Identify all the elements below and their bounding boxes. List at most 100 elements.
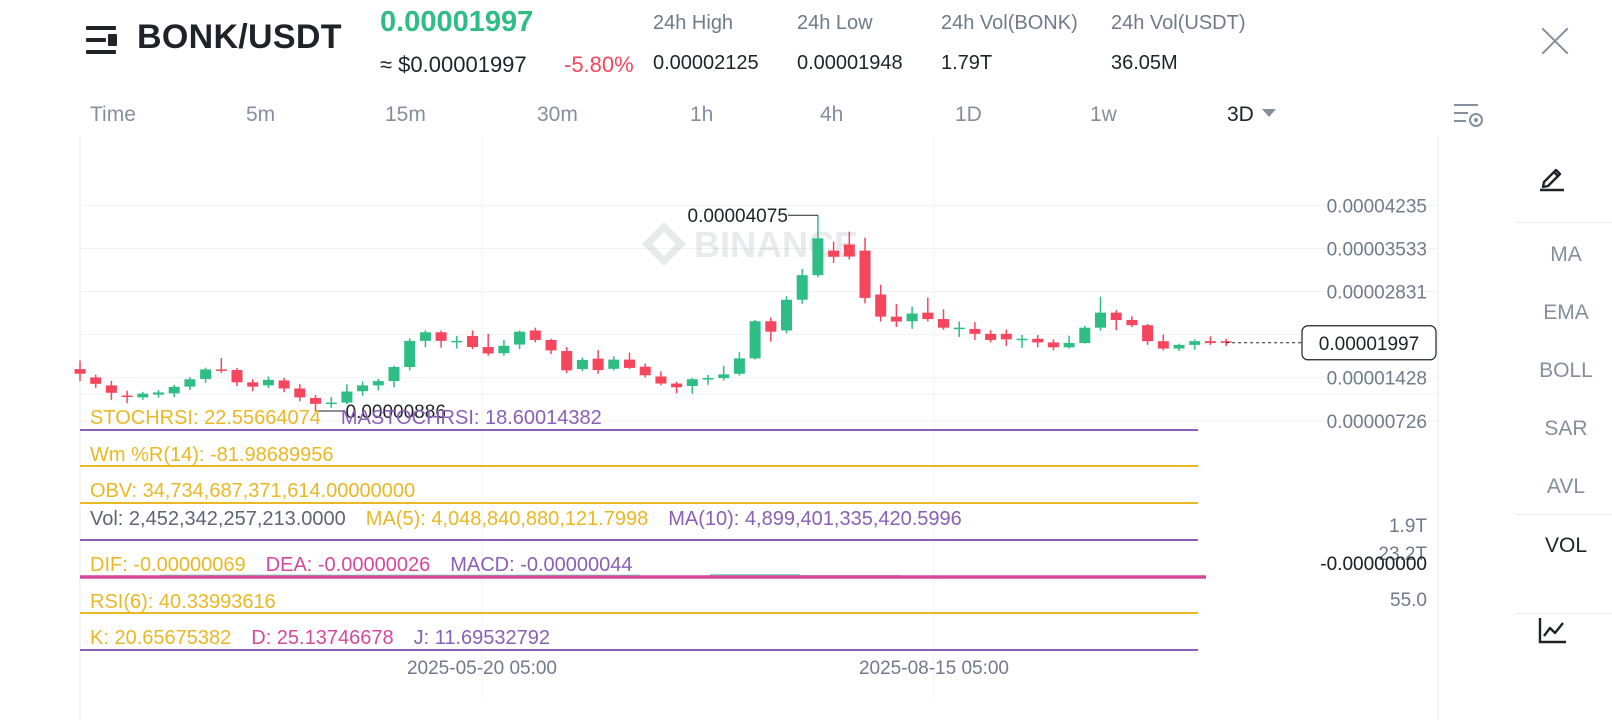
y-tick-label: 0.00001428 bbox=[1327, 369, 1427, 390]
candle-body bbox=[843, 244, 855, 257]
tab-30m[interactable]: 30m bbox=[537, 103, 578, 126]
candle-body bbox=[781, 299, 792, 331]
sidebar-item-avl[interactable]: AVL bbox=[1546, 475, 1586, 498]
indicator-value-vol: Vol: 2,452,342,257,213.0000 bbox=[90, 508, 346, 530]
candle-body bbox=[1000, 333, 1012, 340]
indicator-value-macd: MACD: -0.00000044 bbox=[450, 554, 632, 576]
stat-24h-vol-base: 24h Vol(BONK) 1.79T bbox=[941, 12, 1078, 75]
candle-body bbox=[624, 359, 635, 368]
candle-body bbox=[247, 382, 259, 387]
stat-value: 0.00001948 bbox=[797, 52, 903, 74]
candle-body bbox=[74, 369, 86, 374]
rsi-axis-label: 55.0 bbox=[1390, 590, 1427, 611]
tab-1w[interactable]: 1w bbox=[1090, 103, 1117, 126]
indicator-value-macd: DEA: -0.00000026 bbox=[266, 554, 431, 576]
candle-body bbox=[1063, 343, 1075, 348]
binance-watermark: BINANCE bbox=[642, 222, 858, 266]
tab-1h[interactable]: 1h bbox=[690, 103, 714, 126]
candle-body bbox=[341, 391, 353, 403]
candle-body bbox=[702, 378, 714, 380]
candle-body bbox=[168, 386, 180, 394]
stat-label: 24h High bbox=[653, 12, 734, 34]
candle-body bbox=[655, 376, 667, 384]
candle-body bbox=[671, 383, 683, 388]
tab-time[interactable]: Time bbox=[90, 103, 136, 126]
y-tick-label: 0.00002831 bbox=[1327, 283, 1427, 304]
candle-body bbox=[1110, 312, 1122, 321]
tab-15m[interactable]: 15m bbox=[385, 103, 426, 126]
sidebar-item-sar[interactable]: SAR bbox=[1544, 417, 1588, 440]
sidebar-item-ema[interactable]: EMA bbox=[1543, 301, 1589, 324]
tab-1d[interactable]: 1D bbox=[955, 103, 982, 126]
current-price-box bbox=[1301, 325, 1437, 361]
stat-value: 0.00002125 bbox=[653, 52, 759, 74]
candle-body bbox=[828, 250, 840, 257]
stat-value: 1.79T bbox=[941, 52, 993, 74]
indicator-value-vol: MA(5): 4,048,840,880,121.7998 bbox=[366, 508, 648, 530]
candle-body bbox=[310, 397, 321, 404]
chevron-down-icon bbox=[1261, 109, 1276, 118]
chart-settings-icon[interactable] bbox=[1452, 100, 1484, 130]
pencil-icon[interactable] bbox=[1536, 160, 1568, 192]
candle-body bbox=[985, 333, 997, 340]
candle-body bbox=[200, 369, 212, 379]
price-change-percent: -5.80% bbox=[564, 52, 634, 77]
candle-body bbox=[325, 402, 337, 405]
candle-body bbox=[184, 379, 196, 387]
sidebar-item-ma[interactable]: MA bbox=[1550, 243, 1582, 266]
candle-body bbox=[1142, 325, 1154, 342]
tab-3d-label: 3D bbox=[1227, 103, 1254, 126]
candle-body bbox=[765, 321, 777, 332]
y-tick-label: 0.00003533 bbox=[1327, 239, 1427, 260]
candle-body bbox=[121, 395, 133, 398]
tab-3d[interactable]: 3D bbox=[1227, 103, 1276, 127]
tab-4h[interactable]: 4h bbox=[820, 103, 844, 126]
indicator-value-kdj: D: 25.13746678 bbox=[251, 627, 393, 649]
candle-body bbox=[639, 366, 651, 376]
y-tick-label: 0.00000726 bbox=[1327, 412, 1427, 433]
stat-24h-low: 24h Low 0.00001948 bbox=[797, 12, 903, 75]
candle-body bbox=[859, 250, 871, 298]
candle-body bbox=[529, 330, 541, 340]
macd-axis-top-label: 23.2T bbox=[1378, 544, 1427, 565]
candle-body bbox=[749, 321, 761, 359]
candle-body bbox=[718, 374, 730, 379]
macd-axis-label-overlap: -0.00000000 bbox=[1320, 554, 1427, 575]
candle-body bbox=[482, 347, 494, 354]
indicator-value-stochrsi: STOCHRSI: 22.55664074 bbox=[90, 407, 321, 429]
candle-body bbox=[1157, 341, 1169, 349]
stat-value: 36.05M bbox=[1111, 52, 1178, 74]
stat-24h-high: 24h High 0.00002125 bbox=[653, 12, 759, 75]
candle-body bbox=[294, 388, 306, 398]
candle-body bbox=[90, 377, 102, 384]
x-tick-label: 2025-05-20 05:00 bbox=[407, 658, 557, 679]
candle-body bbox=[467, 335, 478, 348]
max-price-label: 0.00004075 bbox=[688, 206, 788, 227]
y-tick-label: 0.00004235 bbox=[1327, 196, 1427, 217]
candle-body bbox=[105, 385, 117, 393]
stat-label: 24h Vol(BONK) bbox=[941, 12, 1078, 34]
candle-body bbox=[514, 331, 526, 345]
sidebar-item-vol[interactable]: VOL bbox=[1544, 534, 1588, 557]
candle-body bbox=[796, 275, 808, 300]
candle-body bbox=[137, 393, 149, 398]
line-chart-icon[interactable] bbox=[1536, 614, 1568, 646]
menu-icon[interactable] bbox=[86, 24, 120, 56]
tab-5m[interactable]: 5m bbox=[246, 103, 276, 126]
candle-body bbox=[576, 359, 588, 370]
last-price: 0.00001997 bbox=[380, 6, 534, 38]
candle-body bbox=[608, 359, 620, 369]
candle-body bbox=[498, 345, 510, 354]
candle-body bbox=[1095, 312, 1106, 328]
candle-body bbox=[1220, 341, 1232, 343]
candle-body bbox=[592, 358, 604, 371]
candle-body bbox=[906, 313, 918, 322]
indicator-value-rsi: RSI(6): 40.33993616 bbox=[90, 591, 276, 613]
indicator-value-vol: MA(10): 4,899,401,335,420.5996 bbox=[668, 508, 962, 530]
candle-body bbox=[1016, 338, 1028, 341]
candle-body bbox=[404, 340, 416, 367]
sidebar-divider bbox=[1516, 222, 1612, 223]
sidebar-item-boll[interactable]: BOLL bbox=[1539, 359, 1593, 382]
pair-symbol[interactable]: BONK/USDT bbox=[137, 18, 342, 56]
